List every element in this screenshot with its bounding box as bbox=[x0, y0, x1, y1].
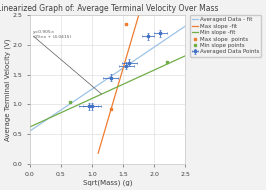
Line: Min slope points: Min slope points bbox=[69, 60, 168, 103]
Min slope points bbox=[68, 100, 72, 103]
Y-axis label: Average Terminal Velocity (V): Average Terminal Velocity (V) bbox=[4, 38, 11, 141]
Max slope  points bbox=[109, 108, 112, 110]
Line: Max slope  points: Max slope points bbox=[109, 23, 128, 111]
Max slope  points bbox=[124, 23, 128, 25]
X-axis label: Sqrt(Mass) (g): Sqrt(Mass) (g) bbox=[83, 179, 132, 186]
Text: y=0.905×
.09×x + (4.0415): y=0.905× .09×x + (4.0415) bbox=[33, 30, 71, 39]
Legend: Averaged Data - fit, Max slope -fit, Min slope -fit, Max slope  points, Min slop: Averaged Data - fit, Max slope -fit, Min… bbox=[190, 15, 261, 57]
Title: Linearized Graph of: Average Terminal Velocity Over Mass: Linearized Graph of: Average Terminal Ve… bbox=[0, 4, 218, 13]
Min slope points bbox=[165, 61, 168, 63]
